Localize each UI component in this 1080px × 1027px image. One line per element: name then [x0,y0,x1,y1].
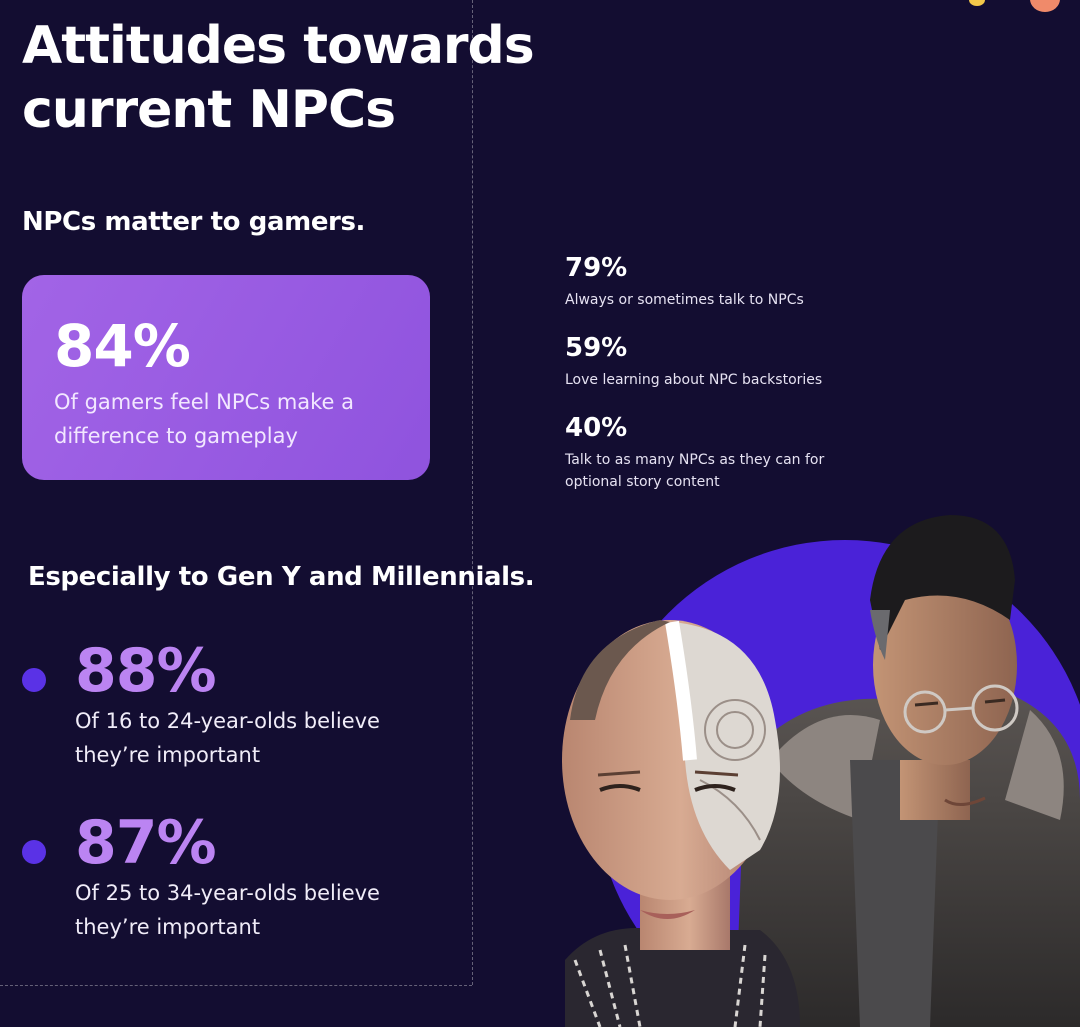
page-title-line1: Attitudes towards [22,16,535,76]
corner-dot-icon [969,0,985,6]
side-stat-value: 79% [565,253,628,283]
horizontal-divider [0,985,472,986]
hero-stat-caption: Of gamers feel NPCs make a difference to… [54,390,355,448]
vertical-divider [472,0,473,985]
age-stat-value: 88% [75,636,217,706]
woman-android-character [562,620,800,1027]
hero-stat-value: 84% [54,312,191,380]
page-title: Attitudes towards current NPCs [22,14,582,142]
side-stat-value: 59% [565,333,628,363]
side-stat: 79% Always or sometimes talk to NPCs [565,253,885,311]
page-title-line2: current NPCs [22,80,396,140]
side-stat-caption: Love learning about NPC backstories [565,372,823,388]
man-character [735,515,1080,1027]
side-stat-caption: Always or sometimes talk to NPCs [565,292,804,308]
side-stat-caption: Talk to as many NPCs as they can for opt… [565,452,825,490]
bullet-dot-icon [22,668,46,692]
corner-dot-icon [1030,0,1060,12]
age-stat-caption: Of 16 to 24-year-olds believe they’re im… [75,709,380,767]
side-stat: 59% Love learning about NPC backstories [565,333,885,391]
side-stat: 40% Talk to as many NPCs as they can for… [565,413,885,493]
hero-stat-card: 84% Of gamers feel NPCs make a differenc… [22,275,430,480]
section1-heading: NPCs matter to gamers. [22,207,366,237]
side-stat-value: 40% [565,413,628,443]
bullet-dot-icon [22,840,46,864]
age-stat-caption: Of 25 to 34-year-olds believe they’re im… [75,881,380,939]
age-stat-value: 87% [75,808,217,878]
section2-heading: Especially to Gen Y and Millennials. [28,562,535,592]
